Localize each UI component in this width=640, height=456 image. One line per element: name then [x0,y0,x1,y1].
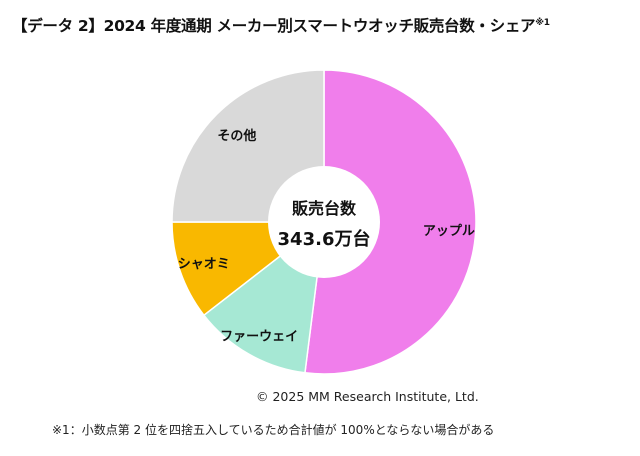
donut-hole [268,166,380,278]
chart-title-text: 【データ 2】2024 年度通期 メーカー別スマートウオッチ販売台数・シェア [12,17,536,35]
title-note-marker: ※1 [535,17,550,28]
footnote: ※1：小数点第 2 位を四捨五入しているため合計値が 100%とならない場合があ… [52,423,495,437]
label-others: その他 [217,128,256,144]
label-xiaomi: シャオミ [178,257,230,272]
center-label-title: 販売台数 [292,199,357,218]
label-apple: アップル [423,224,475,239]
center-label-total: 343.6万台 [278,228,371,250]
chart-title: 【データ 2】2024 年度通期 メーカー別スマートウオッチ販売台数・シェア※1 [12,14,632,36]
copyright: © 2025 MM Research Institute, Ltd. [256,389,479,404]
label-huawei: ファーウェイ [220,330,298,345]
slice-apple [304,69,477,375]
